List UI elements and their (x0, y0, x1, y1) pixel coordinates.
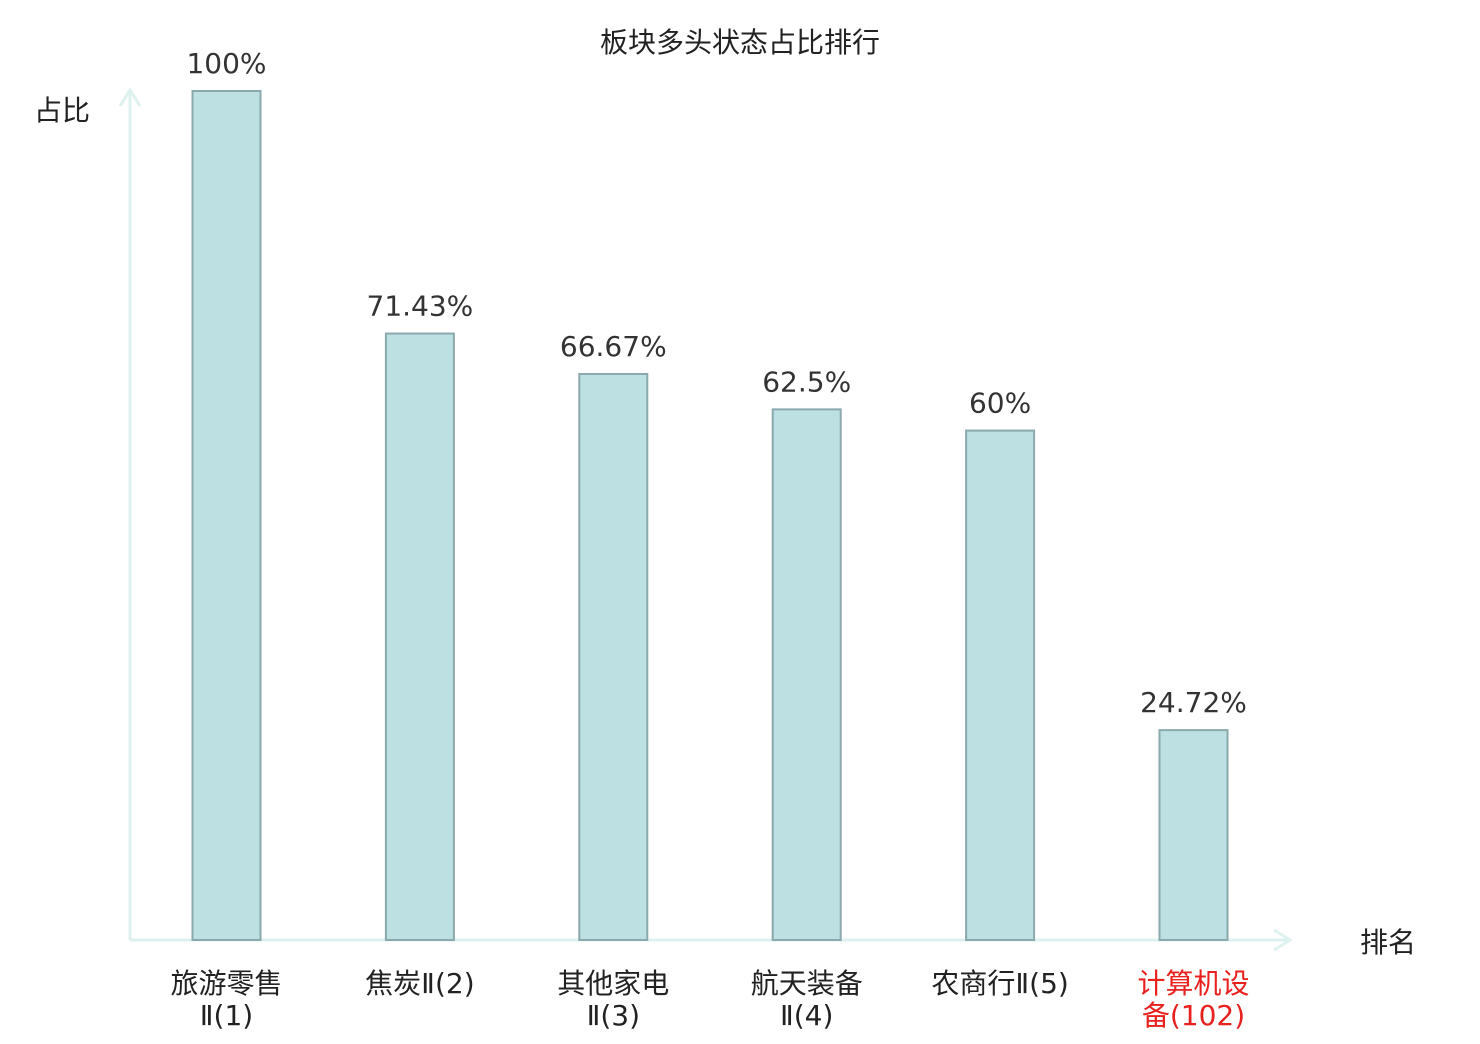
y-axis-arrow-icon (118, 87, 142, 107)
category-label: 焦炭Ⅱ(2) (365, 967, 474, 1000)
bar (965, 429, 1036, 941)
value-label: 60% (969, 387, 1031, 420)
x-axis-arrow-icon (1273, 928, 1293, 952)
y-axis-label: 占比 (34, 94, 90, 127)
axes (118, 87, 1293, 952)
bar (771, 408, 842, 941)
category-label: 航天装备 (751, 967, 863, 1000)
category-label: 备(102) (1142, 999, 1245, 1032)
bar (578, 372, 649, 942)
bar (384, 332, 455, 941)
category-label: 农商行Ⅱ(5) (931, 967, 1068, 1000)
category-label: Ⅱ(1) (200, 999, 253, 1032)
bar (191, 90, 262, 941)
bar (1158, 729, 1229, 941)
x-axis-label: 排名 (1360, 926, 1416, 959)
chart-title: 板块多头状态占比排行 (600, 26, 880, 59)
value-label: 66.67% (560, 330, 667, 363)
value-label: 71.43% (367, 290, 474, 323)
category-label: Ⅱ(3) (587, 999, 640, 1032)
value-label: 24.72% (1140, 686, 1247, 719)
category-label: 其他家电 (557, 967, 669, 1000)
value-label: 100% (186, 47, 266, 80)
bars-group (191, 90, 1229, 942)
value-labels-group: 100% 71.43% 66.67% 62.5% 60% 24.72% (186, 47, 1246, 719)
category-label: 旅游零售 (170, 967, 282, 1000)
category-label: 计算机设 (1137, 967, 1249, 1000)
category-label: Ⅱ(4) (780, 999, 833, 1032)
value-label: 62.5% (762, 365, 851, 398)
